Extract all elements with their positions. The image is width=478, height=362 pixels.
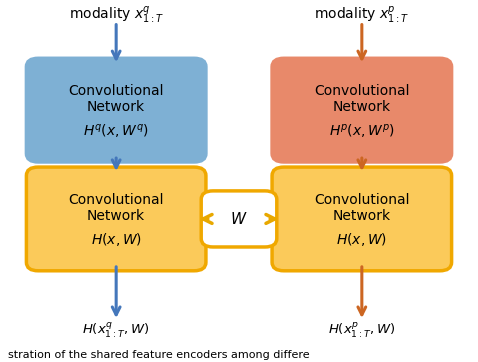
FancyBboxPatch shape — [201, 191, 277, 247]
Text: Convolutional: Convolutional — [314, 84, 410, 98]
Text: $H(x_{1:T}^{q},W)$: $H(x_{1:T}^{q},W)$ — [82, 320, 150, 340]
Text: $H^p(x,W^p)$: $H^p(x,W^p)$ — [329, 122, 395, 139]
FancyBboxPatch shape — [272, 167, 452, 271]
Text: Network: Network — [333, 100, 391, 114]
Text: $W$: $W$ — [230, 211, 248, 227]
Text: modality $x_{1:T}^{p}$: modality $x_{1:T}^{p}$ — [314, 4, 409, 26]
Text: $H(x_{1:T}^{p},W)$: $H(x_{1:T}^{p},W)$ — [328, 320, 396, 340]
Text: stration of the shared feature encoders among differe: stration of the shared feature encoders … — [8, 350, 309, 360]
Text: modality $x_{1:T}^{q}$: modality $x_{1:T}^{q}$ — [69, 4, 164, 26]
Text: $H(x,W)$: $H(x,W)$ — [337, 231, 387, 248]
Text: Convolutional: Convolutional — [68, 84, 164, 98]
Text: Convolutional: Convolutional — [314, 193, 410, 207]
FancyBboxPatch shape — [272, 58, 452, 162]
Text: Network: Network — [87, 100, 145, 114]
Text: Convolutional: Convolutional — [68, 193, 164, 207]
Text: Network: Network — [87, 209, 145, 223]
Text: $H^q(x,W^q)$: $H^q(x,W^q)$ — [83, 122, 149, 139]
FancyBboxPatch shape — [26, 167, 206, 271]
Text: $H(x,W)$: $H(x,W)$ — [91, 231, 141, 248]
Text: Network: Network — [333, 209, 391, 223]
FancyBboxPatch shape — [26, 58, 206, 162]
